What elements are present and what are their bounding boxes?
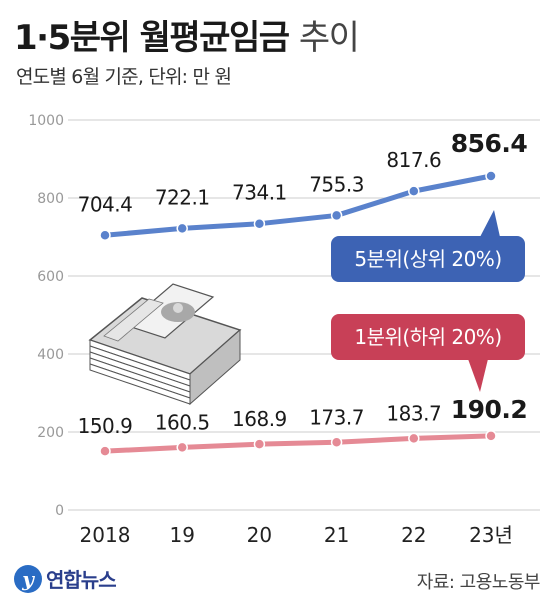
title-main: 1·5분위 월평균임금 — [14, 18, 290, 58]
x-tick-label: 20 — [247, 523, 272, 547]
data-point — [485, 430, 497, 442]
data-point — [330, 209, 343, 222]
data-point — [99, 229, 111, 242]
y-tick-label: 800 — [37, 191, 64, 207]
data-point — [253, 438, 266, 450]
data-label: 734.1 — [232, 181, 287, 205]
y-tick-label: 400 — [37, 347, 64, 363]
y-tick-label: 600 — [37, 269, 64, 285]
data-label: 173.7 — [309, 405, 364, 429]
data-label: 190.2 — [451, 395, 528, 424]
data-point — [176, 441, 188, 454]
data-point — [99, 445, 111, 457]
data-label: 856.4 — [451, 129, 528, 158]
series-line — [104, 433, 492, 454]
data-label: 183.7 — [386, 401, 441, 425]
legend-pointer — [468, 359, 488, 392]
data-point — [330, 436, 343, 449]
data-label: 704.4 — [78, 192, 133, 216]
y-tick-label: 1000 — [28, 113, 64, 129]
title-suffix: 추이 — [298, 18, 360, 58]
money-stack-icon — [88, 283, 242, 406]
label-layer: 704.4 722.1 734.1 755.3 817.6 856.4 150.9 160.5… — [78, 129, 528, 438]
page-title: 1·5분위 월평균임금 추이 — [14, 10, 360, 59]
x-tick-label: 2018 — [80, 523, 131, 547]
data-label: 722.1 — [155, 185, 210, 209]
series-layer — [99, 170, 497, 457]
data-label: 168.9 — [232, 407, 287, 431]
data-point — [253, 217, 266, 230]
series-line — [104, 173, 492, 238]
legend-box — [331, 314, 525, 360]
x-tick-label: 19 — [169, 523, 194, 547]
data-label: 150.9 — [78, 414, 133, 438]
x-tick-label: 22 — [401, 523, 426, 547]
data-label: 160.5 — [155, 410, 210, 434]
legend-pointer — [480, 210, 500, 237]
legend-callout: 5분위(상위 20%) — [331, 210, 525, 282]
legend-text: 1분위(하위 20%) — [354, 325, 501, 349]
data-point — [485, 170, 497, 182]
data-label: 817.6 — [386, 148, 441, 172]
x-tick-label: 21 — [324, 523, 349, 547]
data-point — [408, 432, 420, 445]
yonhap-logo-icon: y — [14, 564, 42, 593]
legend-box — [331, 236, 525, 282]
data-label: 755.3 — [309, 172, 364, 196]
x-tick-label: 23년 — [469, 523, 513, 547]
y-tick-label: 0 — [55, 503, 64, 519]
legend-text: 5분위(상위 20%) — [354, 247, 501, 271]
source-note: 자료: 고용노동부 — [416, 572, 541, 593]
legend-callout: 1분위(하위 20%) — [331, 314, 525, 392]
data-point — [176, 222, 188, 235]
logo-text: 연합뉴스 — [46, 568, 117, 592]
data-point — [408, 185, 420, 197]
y-tick-label: 200 — [37, 425, 64, 441]
yonhap-logo: y 연합뉴스 — [14, 564, 117, 593]
legend-layer: 5분위(상위 20%) 1분위(하위 20%) — [331, 210, 525, 392]
page-subtitle: 연도별 6월 기준, 단위: 만 원 — [16, 66, 232, 88]
